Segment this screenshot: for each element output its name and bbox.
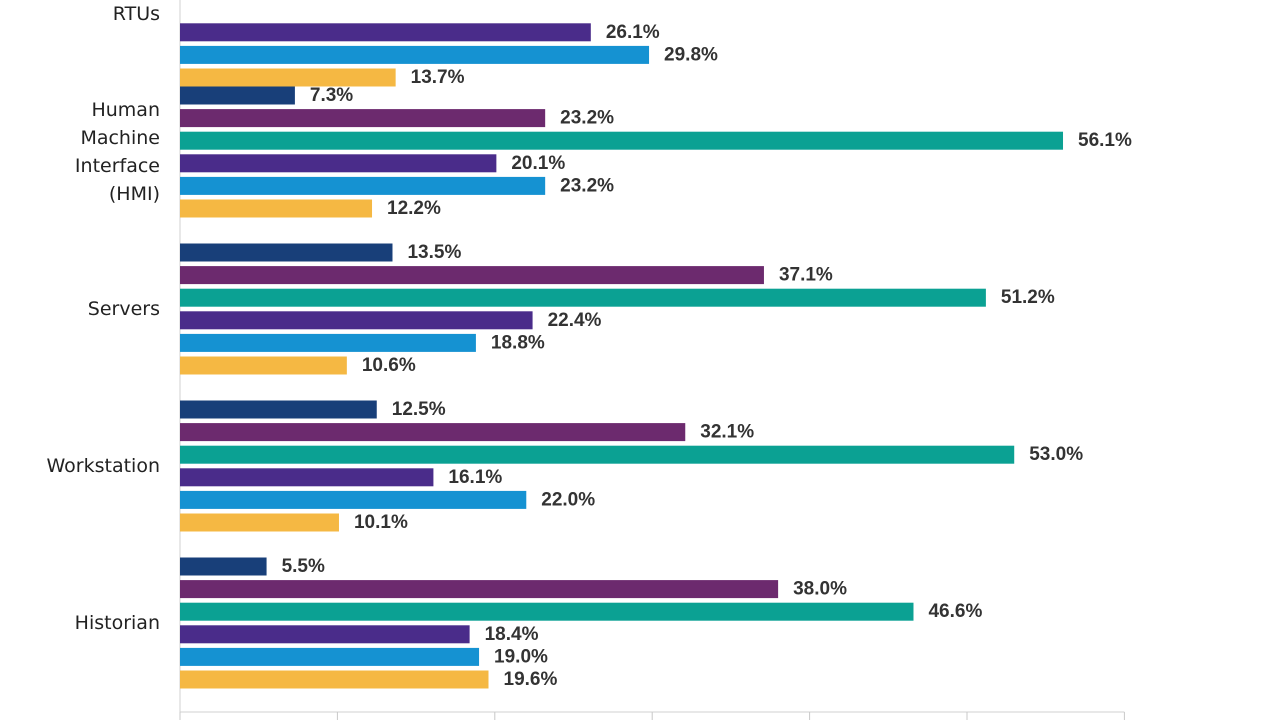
bar [180,602,914,621]
bar-value-label: 26.1% [606,22,660,43]
bar [180,199,373,218]
bar [180,86,295,105]
bar-value-label: 22.4% [548,310,602,331]
bar-value-label: 23.2% [560,175,614,196]
bar [180,243,393,262]
bar [180,23,591,42]
bar-value-label: 13.7% [411,67,465,88]
bar-value-label: 12.2% [387,198,441,219]
bar-value-label: 13.5% [407,242,461,263]
bar [180,333,476,352]
bar-value-label: 12.5% [392,399,446,420]
bar-value-label: 18.4% [485,624,539,645]
bar [180,288,986,307]
category-label: Human Machine Interface (HMI) [75,99,160,205]
bar [180,490,527,509]
category-label: RTUs [113,3,160,25]
bar [180,513,339,532]
bar [180,154,497,173]
bar-value-label: 5.5% [282,556,325,577]
bar [180,423,686,442]
bar-value-label: 19.0% [494,646,548,667]
bar [180,45,650,64]
bar [180,68,396,87]
bar-value-label: 22.0% [541,489,595,510]
bar-value-label: 46.6% [928,601,982,622]
bar-value-label: 19.6% [504,669,558,690]
bar [180,400,377,419]
bar [180,670,489,689]
bar [180,109,546,128]
bar-value-label: 56.1% [1078,130,1132,151]
bar [180,445,1015,464]
bar-value-label: 18.8% [491,332,545,353]
bar-value-label: 32.1% [700,422,754,443]
bar-value-label: 10.6% [362,355,416,376]
bar [180,468,434,487]
bar [180,176,546,195]
bar-value-label: 53.0% [1029,444,1083,465]
bar [180,266,764,285]
bar-value-label: 10.1% [354,512,408,533]
bar [180,647,480,666]
bar-value-label: 51.2% [1001,287,1055,308]
bar-value-label: 20.1% [511,153,565,174]
bar-value-label: 16.1% [448,467,502,488]
category-labels: RTUs Human Machine Interface (HMI) Servers Wor… [47,3,161,634]
bar-value-label: 38.0% [793,579,847,600]
bar-value-label: 29.8% [664,44,718,65]
bar [180,311,533,330]
bar [180,356,347,375]
bar-value-label: 37.1% [779,265,833,286]
bar-value-label: 23.2% [560,108,614,129]
bar [180,557,267,576]
bar [180,131,1064,150]
bars [180,23,1064,689]
bar [180,625,470,644]
category-label: Servers [88,298,160,320]
category-label: Workstation [47,455,161,477]
bar-value-label: 7.3% [310,85,353,106]
bar [180,580,779,599]
value-labels: 26.1%29.8%13.7%7.3%23.2%56.1%20.1%23.2%1… [282,22,1132,690]
category-label: Historian [75,612,160,634]
